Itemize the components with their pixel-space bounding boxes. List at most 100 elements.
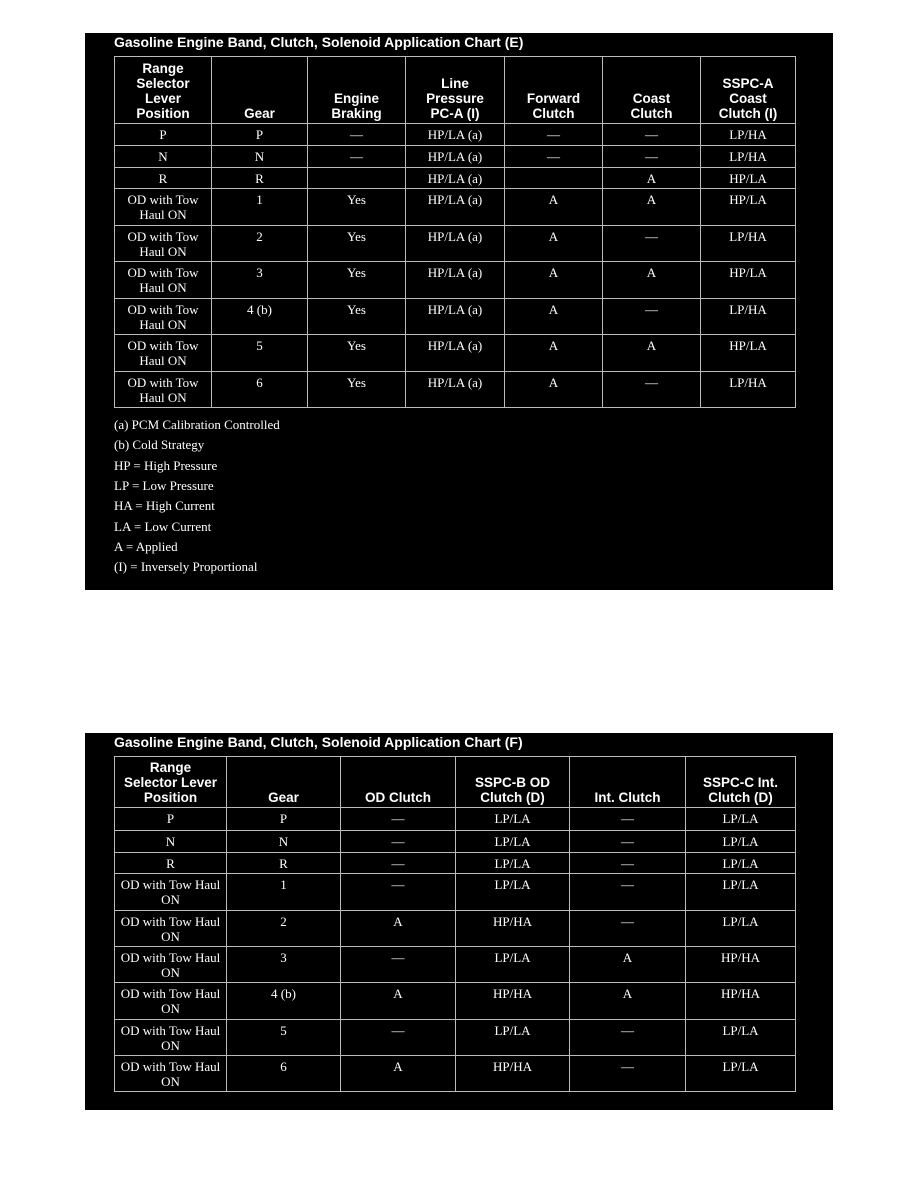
chart-panel: Gasoline Engine Band, Clutch, Solenoid A…	[85, 33, 833, 590]
header-line: SSPC-C Int.	[702, 775, 778, 790]
table-cell: R	[114, 167, 212, 189]
table-cell: OD with Tow Haul ON	[114, 873, 227, 911]
table-cell: —	[340, 946, 456, 983]
table-cell: A	[569, 946, 686, 983]
table-cell: —	[307, 145, 406, 168]
table-cell: LP/LA	[455, 946, 570, 983]
header-line: Clutch (D)	[708, 790, 773, 805]
table-cell: R	[226, 852, 341, 874]
table-cell: OD with Tow Haul ON	[114, 334, 212, 372]
table-cell: —	[569, 910, 686, 947]
table-cell: —	[569, 830, 686, 853]
header-line: Position	[143, 790, 198, 805]
table-cell: —	[307, 123, 406, 146]
header-line: Selector Lever	[123, 775, 218, 790]
table-cell: LP/LA	[685, 830, 796, 853]
table-cell: LP/LA	[455, 830, 570, 853]
table-cell: —	[504, 123, 603, 146]
table-cell: HP/LA (a)	[405, 145, 505, 168]
header-line: Clutch	[532, 106, 575, 121]
table-cell: —	[602, 123, 701, 146]
column-header: Line Pressure PC-A (I)	[405, 56, 505, 124]
table-cell: OD with Tow Haul ON	[114, 188, 212, 226]
table-cell: —	[569, 1019, 686, 1056]
header-line: Selector	[136, 76, 190, 91]
footnote: HP = High Pressure	[114, 457, 218, 473]
table-cell: 2	[211, 225, 308, 262]
table-cell: HP/LA (a)	[405, 167, 505, 189]
table-cell: Yes	[307, 261, 406, 299]
column-header: Engine Braking	[307, 56, 406, 124]
header-line: Coast	[632, 91, 671, 106]
header-line: Range	[142, 61, 184, 76]
table-cell: A	[504, 371, 603, 408]
header-line: SSPC-A	[722, 76, 774, 91]
header-line: Forward	[526, 91, 581, 106]
chart-title: Gasoline Engine Band, Clutch, Solenoid A…	[114, 734, 523, 750]
footnote: HA = High Current	[114, 498, 215, 514]
column-header: Int. Clutch	[569, 756, 686, 808]
table-cell: 5	[226, 1019, 341, 1056]
table-cell: —	[602, 298, 701, 335]
table-cell: LP/HA	[700, 123, 796, 146]
table-cell: —	[340, 1019, 456, 1056]
table-cell: —	[602, 225, 701, 262]
column-header: Range Selector Lever Position	[114, 56, 212, 124]
chart-panel: Gasoline Engine Band, Clutch, Solenoid A…	[85, 733, 833, 1110]
table-cell: —	[602, 371, 701, 408]
table-cell: 1	[211, 188, 308, 226]
table-cell: —	[569, 873, 686, 911]
table-cell: HP/LA (a)	[405, 123, 505, 146]
column-header: SSPC-A Coast Clutch (I)	[700, 56, 796, 124]
table-cell: —	[340, 807, 456, 831]
table-cell: 4 (b)	[226, 982, 341, 1020]
header-line: SSPC-B OD	[474, 775, 550, 790]
table-cell: —	[340, 873, 456, 911]
table-cell: P	[114, 807, 227, 831]
table-cell: HP/LA (a)	[405, 225, 505, 262]
table-cell: LP/LA	[685, 852, 796, 874]
table-cell: 4 (b)	[211, 298, 308, 335]
table-cell: HP/LA (a)	[405, 188, 505, 226]
column-header: Gear	[226, 756, 341, 808]
column-header: SSPC-C Int. Clutch (D)	[685, 756, 796, 808]
header-line: Lever	[144, 91, 182, 106]
table-cell: 6	[226, 1055, 341, 1092]
table-cell	[307, 167, 406, 189]
table-cell: LP/HA	[700, 145, 796, 168]
table-cell: LP/LA	[455, 873, 570, 911]
table-cell: LP/LA	[685, 910, 796, 947]
footnote: (b) Cold Strategy	[114, 437, 205, 453]
table-cell: HP/HA	[455, 982, 570, 1020]
table-cell: P	[226, 807, 341, 831]
chart-title: Gasoline Engine Band, Clutch, Solenoid A…	[114, 34, 524, 50]
header-line: Line	[441, 76, 469, 91]
header-line: Clutch (I)	[718, 106, 778, 121]
table-cell: HP/HA	[455, 910, 570, 947]
table-cell: HP/LA (a)	[405, 334, 505, 372]
table-cell: HP/LA (a)	[405, 371, 505, 408]
header-line: Braking	[331, 106, 382, 121]
table-cell: —	[504, 145, 603, 168]
table-cell: HP/LA (a)	[405, 298, 505, 335]
footnote: LP = Low Pressure	[114, 477, 214, 493]
table-cell: A	[569, 982, 686, 1020]
table-cell: OD with Tow Haul ON	[114, 946, 227, 983]
table-cell: A	[602, 334, 701, 372]
table-cell: N	[211, 145, 308, 168]
header-line: Clutch (D)	[480, 790, 545, 805]
table-cell: A	[504, 334, 603, 372]
table-cell: OD with Tow Haul ON	[114, 982, 227, 1020]
table-cell: —	[569, 852, 686, 874]
table-cell: OD with Tow Haul ON	[114, 910, 227, 947]
column-header: OD Clutch	[340, 756, 456, 808]
table-cell: HP/LA	[700, 167, 796, 189]
header-line: OD Clutch	[365, 790, 431, 805]
table-cell: OD with Tow Haul ON	[114, 298, 212, 335]
table-cell: Yes	[307, 334, 406, 372]
column-header: SSPC-B OD Clutch (D)	[455, 756, 570, 808]
table-cell: LP/HA	[700, 298, 796, 335]
table-cell: N	[114, 830, 227, 853]
table-cell: P	[114, 123, 212, 146]
